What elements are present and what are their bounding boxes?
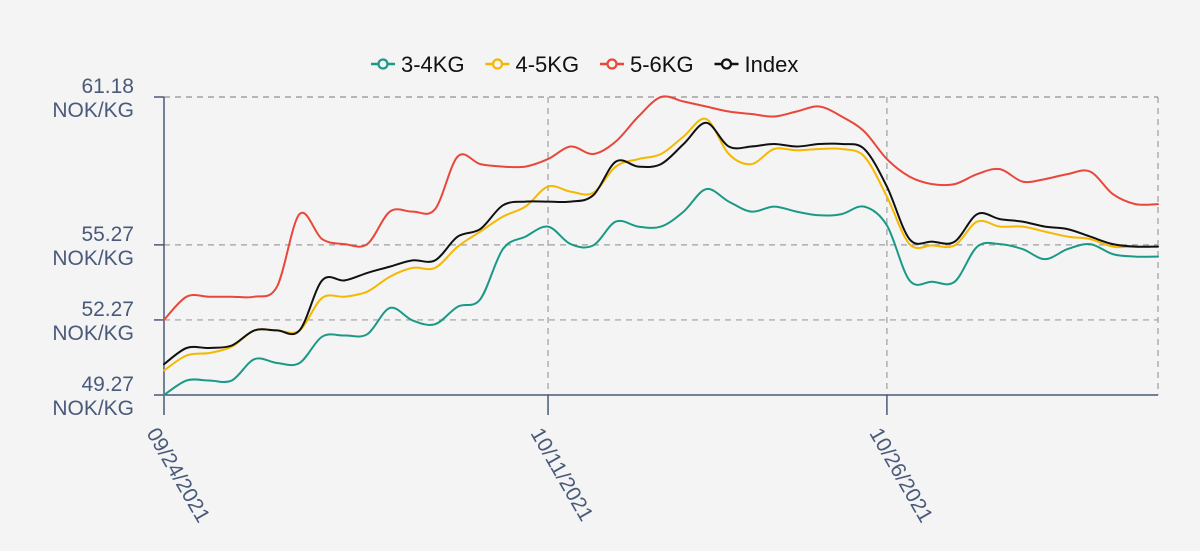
series-line-5-6kg: [163, 95, 1159, 321]
legend-marker-icon: [606, 58, 618, 70]
series-line-index: [163, 121, 1159, 366]
legend-item-index[interactable]: Index: [714, 52, 799, 77]
legend-item-5-6kg[interactable]: 5-6KG: [600, 52, 694, 77]
legend: 3-4KG 4-5KG 5-6KG Index: [371, 52, 798, 77]
legend-label: 4-5KG: [516, 52, 580, 77]
axes: 49.27NOK/KG52.27NOK/KG55.27NOK/KG61.18NO…: [52, 75, 1158, 527]
legend-label: 5-6KG: [630, 52, 694, 77]
series-lines: [163, 95, 1159, 396]
y-tick-label: 61.18: [81, 75, 134, 98]
series-line-4-5kg: [163, 117, 1159, 372]
y-tick-unit: NOK/KG: [52, 247, 134, 270]
legend-marker-icon: [491, 58, 504, 70]
legend-marker-icon: [377, 58, 389, 70]
y-tick-unit: NOK/KG: [52, 322, 134, 345]
y-tick-label: 52.27: [81, 298, 134, 321]
x-tick-label: 09/24/2021: [142, 424, 214, 527]
legend-label: 3-4KG: [401, 52, 465, 77]
y-tick-label: 55.27: [81, 223, 134, 246]
y-tick-unit: NOK/KG: [52, 397, 134, 420]
x-tick-label: 10/11/2021: [526, 424, 598, 525]
x-tick-label: 10/26/2021: [865, 424, 937, 527]
legend-label: Index: [745, 52, 799, 77]
y-tick-unit: NOK/KG: [52, 99, 134, 122]
legend-item-3-4kg[interactable]: 3-4KG: [371, 52, 465, 77]
series-line-3-4kg: [163, 187, 1159, 396]
legend-item-4-5kg[interactable]: 4-5KG: [485, 52, 580, 77]
legend-marker-icon: [720, 58, 733, 70]
y-tick-label: 49.27: [81, 373, 134, 396]
